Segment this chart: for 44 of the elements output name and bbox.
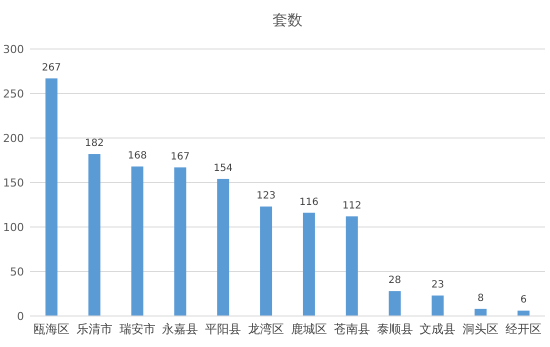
data-label: 23 [431, 280, 444, 291]
data-label: 167 [170, 151, 190, 162]
bar [474, 308, 487, 316]
y-tick-label: 200 [3, 132, 24, 145]
bar [260, 206, 272, 316]
bar [88, 154, 100, 316]
x-tick-label: 永嘉县 [162, 322, 198, 336]
bar [388, 291, 401, 316]
bar [131, 166, 144, 316]
y-tick-label: 250 [3, 88, 24, 100]
data-label: 28 [388, 275, 402, 286]
y-tick-label: 100 [3, 221, 24, 234]
data-label: 154 [214, 162, 233, 174]
y-tick-label: 150 [3, 176, 24, 190]
y-tick-label: 300 [3, 43, 24, 56]
bar [302, 212, 315, 316]
data-label: 182 [84, 138, 104, 150]
x-tick-label: 瑞安市 [119, 322, 156, 336]
bar [432, 296, 444, 316]
data-label: 6 [520, 294, 527, 306]
bar [518, 310, 530, 316]
data-label: 168 [128, 150, 147, 162]
bar [45, 78, 58, 316]
data-label: 116 [299, 196, 319, 208]
x-tick-label: 洞头区 [462, 322, 499, 336]
x-tick-label: 乐清市 [76, 322, 112, 336]
bar [217, 178, 230, 316]
x-tick-label: 龙湾区 [248, 322, 284, 336]
y-tick-label: 0 [17, 310, 24, 323]
bar [174, 167, 186, 316]
x-tick-label: 瓯海区 [33, 322, 70, 336]
data-label: 8 [477, 292, 484, 304]
data-label: 112 [342, 200, 362, 212]
data-label: 267 [42, 62, 62, 74]
x-tick-label: 平阳县 [205, 322, 242, 336]
y-tick-label: 50 [10, 266, 24, 278]
x-tick-label: 经开区 [506, 322, 542, 336]
chart-title: 套数 [272, 11, 302, 29]
x-tick-label: 泰顺县 [376, 322, 413, 336]
bar [346, 216, 358, 316]
data-label: 123 [256, 190, 276, 202]
x-tick-label: 文成县 [420, 322, 456, 336]
x-tick-label: 鹿城区 [290, 322, 327, 336]
x-tick-label: 苍南县 [334, 322, 370, 336]
